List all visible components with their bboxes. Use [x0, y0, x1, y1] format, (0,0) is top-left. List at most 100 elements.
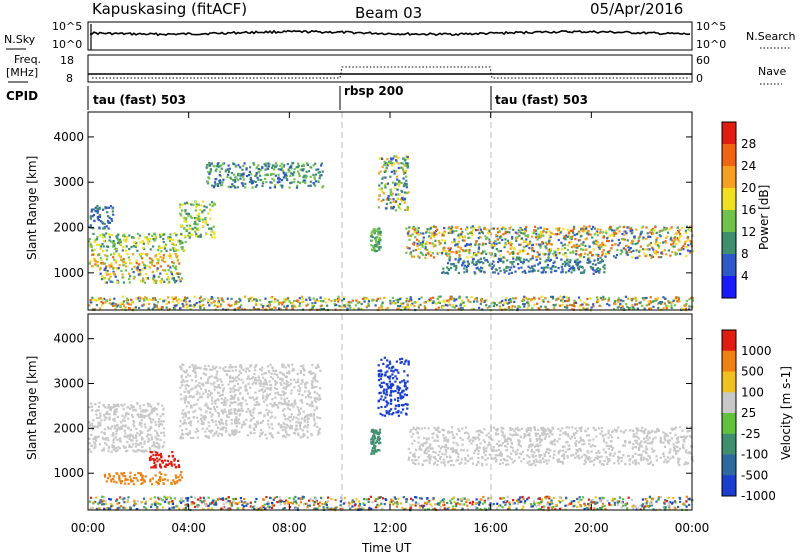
range-cell — [335, 298, 338, 302]
range-cell — [185, 224, 189, 227]
range-cell — [229, 411, 233, 415]
range-cell — [542, 268, 545, 271]
range-cell — [161, 279, 164, 282]
range-cell — [572, 231, 575, 234]
range-cell — [261, 369, 264, 372]
range-cell — [485, 299, 488, 302]
range-cell — [184, 411, 187, 415]
range-cell — [192, 410, 195, 413]
range-cell — [467, 262, 470, 266]
range-cell — [190, 420, 193, 423]
range-cell — [383, 296, 386, 299]
range-cell — [566, 229, 569, 232]
range-cell — [154, 445, 157, 448]
range-cell — [139, 407, 142, 410]
range-cell — [189, 304, 192, 307]
range-cell — [224, 403, 227, 406]
range-cell — [182, 363, 185, 366]
range-cell — [350, 301, 353, 304]
range-cell — [192, 203, 195, 206]
range-cell — [205, 166, 208, 169]
range-cell — [112, 213, 115, 216]
range-cell — [552, 297, 555, 300]
range-cell — [561, 244, 564, 247]
range-cell — [397, 405, 401, 408]
range-cell — [178, 478, 181, 482]
range-cell — [450, 250, 453, 254]
range-cell — [98, 401, 101, 404]
range-cell — [313, 386, 316, 389]
range-cell — [212, 225, 215, 228]
range-cell — [531, 307, 534, 310]
range-cell — [92, 214, 95, 217]
range-cell — [169, 256, 172, 259]
range-cell — [116, 236, 119, 240]
range-cell — [88, 442, 91, 445]
range-cell — [228, 167, 231, 170]
range-cell — [217, 384, 220, 387]
range-cell — [588, 245, 591, 248]
range-cell — [397, 157, 400, 160]
range-cell — [437, 251, 440, 254]
range-cell — [439, 295, 442, 298]
range-cell — [387, 195, 390, 198]
range-cell — [425, 241, 429, 244]
range-cell — [519, 306, 522, 309]
range-cell — [115, 404, 118, 407]
range-cell — [272, 172, 275, 176]
range-cell — [599, 304, 602, 307]
range-cell — [110, 218, 113, 221]
range-cell — [277, 303, 280, 306]
range-cell — [619, 253, 622, 256]
range-cell — [128, 272, 131, 275]
range-cell — [496, 227, 499, 230]
range-cell — [287, 400, 290, 403]
range-cell — [592, 305, 595, 308]
range-cell — [536, 238, 539, 241]
range-cell — [291, 369, 294, 372]
range-cell — [103, 262, 106, 265]
range-cell — [139, 241, 142, 244]
range-cell — [165, 243, 168, 246]
range-cell — [120, 269, 123, 273]
range-cell — [261, 373, 264, 376]
range-cell — [461, 299, 464, 302]
range-cell — [570, 266, 573, 270]
range-cell — [149, 478, 152, 481]
range-cell — [674, 298, 677, 301]
range-cell — [121, 405, 124, 408]
range-cell — [396, 178, 399, 181]
range-cell — [398, 387, 402, 390]
range-cell — [453, 265, 456, 268]
range-cell — [676, 226, 679, 229]
range-cell — [110, 450, 113, 453]
range-cell — [196, 227, 199, 231]
range-cell — [337, 300, 340, 303]
range-cell — [227, 383, 230, 386]
range-cell — [616, 306, 619, 309]
range-cell — [166, 459, 169, 462]
range-cell — [149, 455, 153, 458]
range-cell — [642, 248, 645, 251]
range-cell — [256, 176, 259, 179]
range-cell — [225, 422, 228, 425]
range-cell — [115, 250, 118, 253]
range-cell — [622, 300, 625, 303]
range-cell — [233, 185, 236, 188]
range-cell — [114, 275, 117, 278]
range-cell — [647, 300, 650, 303]
range-cell — [148, 257, 151, 260]
range-cell — [240, 378, 243, 381]
range-cell — [478, 269, 481, 272]
range-cell — [249, 377, 252, 381]
range-cell — [647, 235, 650, 238]
range-cell — [649, 301, 652, 304]
range-cell — [671, 245, 674, 248]
range-cell — [615, 232, 618, 235]
range-cell — [432, 300, 435, 303]
range-cell — [146, 409, 149, 412]
range-cell — [378, 188, 381, 191]
range-cell — [406, 166, 409, 169]
range-cell — [371, 235, 374, 239]
range-cell — [548, 252, 551, 255]
